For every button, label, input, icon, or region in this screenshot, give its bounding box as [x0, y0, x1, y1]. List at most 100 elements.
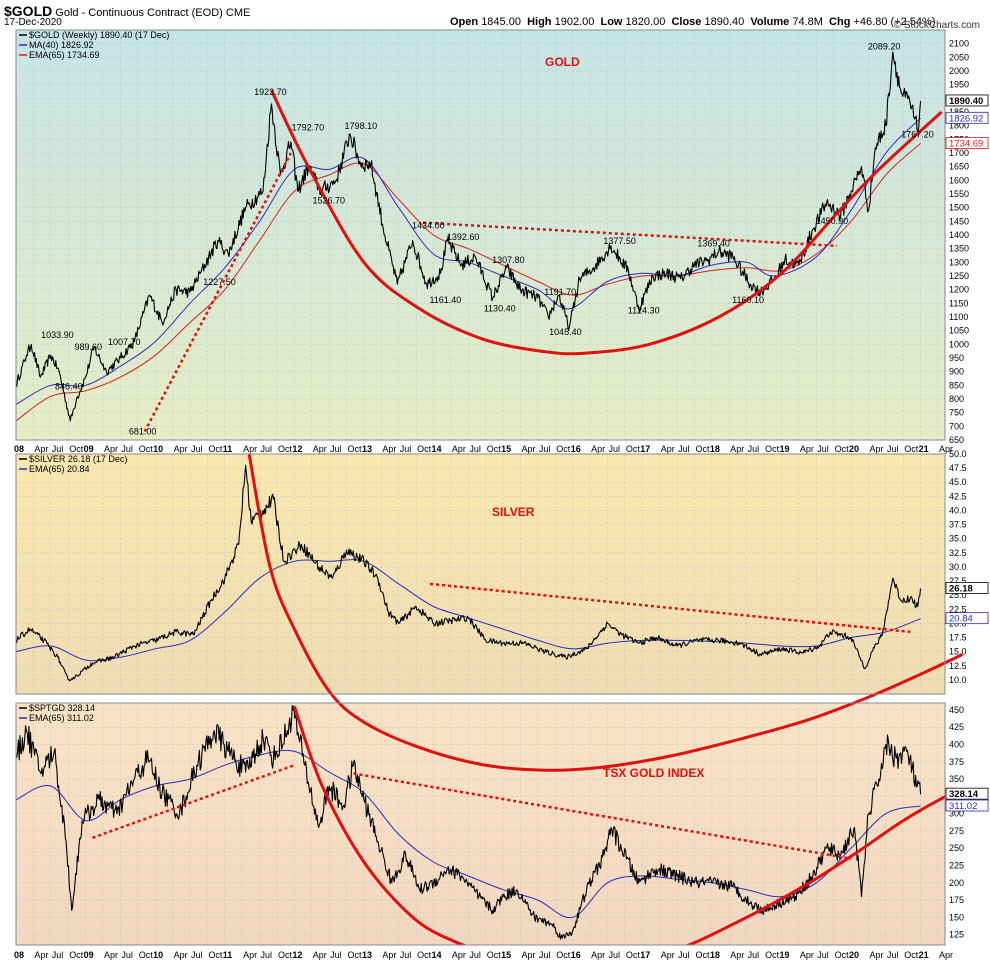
ytick-label: 225	[949, 860, 964, 870]
xtick-label: Oct	[348, 950, 363, 960]
chart-date: 17-Dec-2020	[4, 17, 62, 28]
last-value-label: 311.02	[949, 801, 977, 812]
xtick-label: Jul	[121, 950, 133, 960]
last-value-box	[945, 94, 989, 107]
open-value: 1845.00	[481, 16, 521, 28]
xtick-label: Jul	[817, 950, 829, 960]
panel-title: TSX GOLD INDEX	[603, 766, 704, 780]
panel-silver-plot	[16, 464, 922, 682]
price-annotation: 1450.90	[816, 216, 849, 226]
xtick-label: Jul	[469, 950, 481, 960]
xtick-label: Oct	[208, 444, 223, 454]
chg-value: +46.80 (+2.54%)	[853, 16, 936, 28]
panel-title: GOLD	[545, 55, 580, 69]
xtick-label: 14	[432, 950, 442, 960]
legend-entry: EMA(65) 311.02	[29, 713, 94, 723]
xtick-label: Apr	[243, 444, 257, 454]
symbol: $GOLD	[4, 3, 53, 19]
xtick-label: 11	[223, 950, 233, 960]
xtick-label: 11	[223, 444, 233, 454]
xtick-label: Apr	[591, 950, 605, 960]
xtick-label: Apr	[313, 444, 327, 454]
xtick-label: Apr	[34, 444, 48, 454]
price-annotation: 2089.20	[868, 42, 901, 52]
last-value-label: 328.14	[949, 789, 979, 800]
last-value-label: 1826.92	[949, 113, 983, 124]
xtick-label: Jul	[887, 444, 899, 454]
xtick-label: Apr	[661, 950, 675, 960]
xtick-label: Oct	[69, 444, 84, 454]
ytick-label: 200	[949, 878, 964, 888]
ytick-label: 400	[949, 739, 964, 749]
xtick-label: 10	[153, 950, 163, 960]
xtick-label: 10	[153, 444, 163, 454]
price-annotation: 1798.10	[345, 121, 378, 131]
price-annotation: 846.40	[55, 381, 83, 391]
gold-price-line	[16, 51, 922, 422]
xtick-label: Jul	[608, 950, 620, 960]
price-annotation: 1767.20	[901, 130, 934, 140]
ytick-label: 1050	[949, 326, 969, 336]
stockcharts-brand: © StockCharts.com	[893, 20, 980, 31]
panel-gold-grid	[16, 30, 945, 440]
last-value-box	[945, 612, 989, 625]
xtick-label: Oct	[556, 950, 571, 960]
ytick-label: 17.5	[949, 633, 967, 643]
xtick-label: Apr	[730, 444, 744, 454]
xtick-label: 12	[292, 444, 302, 454]
xtick-label: Apr	[591, 444, 605, 454]
ytick-label: 800	[949, 394, 964, 404]
chart-title-line: $GOLD Gold - Continuous Contract (EOD) C…	[4, 3, 250, 19]
ytick-label: 300	[949, 809, 964, 819]
xtick-label: Jul	[539, 950, 551, 960]
price-annotation: 681.00	[129, 427, 157, 437]
xtick-label: 17	[640, 444, 650, 454]
xtick-label: Jul	[539, 444, 551, 454]
legend-entry: EMA(65) 1734.69	[29, 50, 100, 60]
panel-tsx-frame	[15, 702, 946, 946]
panel-gold-frame	[15, 29, 946, 441]
xtick-label: Jul	[469, 444, 481, 454]
xtick-label: Oct	[695, 444, 710, 454]
xtick-label: Apr	[104, 950, 118, 960]
ytick-label: 150	[949, 912, 964, 922]
xtick-label: Jul	[678, 950, 690, 960]
ytick-label: 250	[949, 843, 964, 853]
ytick-label: 27.5	[949, 576, 967, 586]
tsx-ema-line	[16, 749, 921, 919]
gold-ema-line	[16, 143, 921, 422]
ytick-label: 1100	[949, 312, 968, 322]
ytick-label: 15.0	[949, 647, 967, 657]
price-annotation: 1923.70	[254, 87, 287, 97]
xtick-label: 13	[362, 444, 372, 454]
last-value-box	[945, 111, 989, 124]
xtick-label: Apr	[661, 444, 675, 454]
low-label: Low	[600, 16, 623, 28]
ytick-label: 50.0	[949, 449, 967, 459]
xtick-label: Jul	[817, 444, 829, 454]
xtick-label: 08	[14, 950, 24, 960]
xtick-label: Oct	[904, 950, 919, 960]
xtick-label: Jul	[887, 950, 899, 960]
xtick-label: Apr	[313, 950, 327, 960]
xtick-label: 20	[849, 950, 859, 960]
legend-entry: $SPTGD 328.14	[29, 703, 95, 713]
legend-entry: MA(40) 1826.92	[29, 40, 94, 50]
ytick-label: 1400	[949, 230, 969, 240]
ytick-label: 900	[949, 367, 964, 377]
price-annotation: 1526.70	[313, 195, 346, 205]
panel-tsx-grid	[16, 703, 945, 945]
exchange: CME	[225, 7, 251, 19]
xtick-label: Oct	[487, 444, 502, 454]
xtick-label: Jul	[748, 444, 760, 454]
price-annotation: 1124.30	[628, 305, 660, 315]
price-annotation: 1045.40	[549, 327, 582, 337]
ytick-label: 1150	[949, 298, 968, 308]
panel-tsx-bg	[15, 702, 946, 946]
xtick-label: Oct	[348, 444, 363, 454]
xtick-label: 12	[292, 950, 302, 960]
ytick-label: 1000	[949, 339, 969, 349]
xtick-label: Oct	[765, 444, 780, 454]
xtick-label: Apr	[869, 950, 883, 960]
